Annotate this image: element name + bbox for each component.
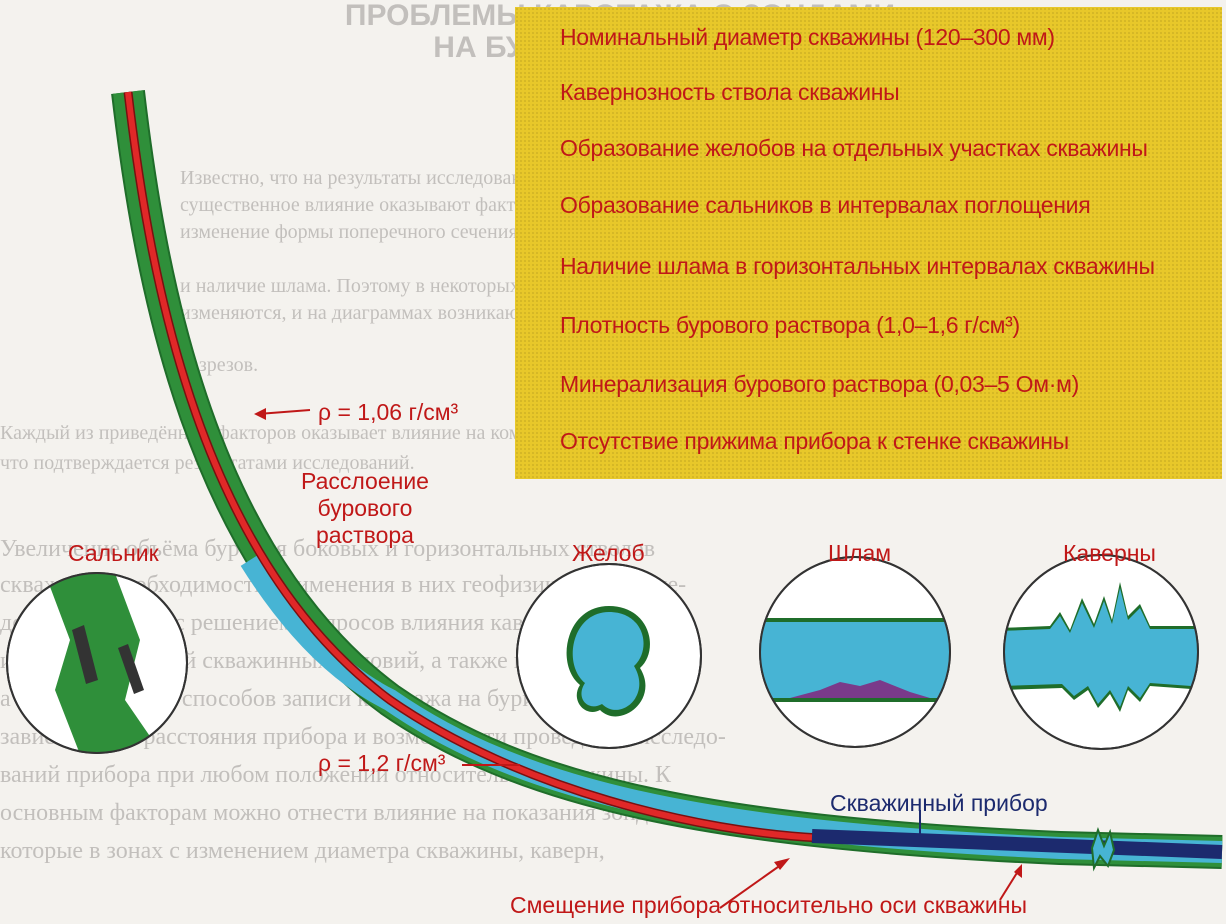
factors-panel: Номинальный диаметр скважины (120–300 мм… [515,7,1222,479]
label-rho-2: ρ = 1,2 г/см³ [318,750,446,776]
label-kaverny: Каверны [1063,540,1156,566]
label-rassloenie: Расслоение бурового раствора [300,468,430,549]
factor-item: Номинальный диаметр скважины (120–300 мм… [560,24,1055,50]
shlam-inset [759,556,951,748]
label-zhelob: Желоб [572,540,645,566]
factor-item: Отсутствие прижима прибора к стенке сква… [560,428,1069,454]
kaverny-inset [1003,554,1199,750]
bg-para3-line: которые в зонах с изменением диаметра ск… [0,838,605,864]
factor-item: Образование сальников в интервалах погло… [560,192,1091,218]
bg-para3-line: основным факторам можно отнести влияние … [0,800,678,826]
factor-item: Плотность бурового раствора (1,0–1,6 г/с… [560,312,1020,338]
label-rho-1: ρ = 1,06 г/см³ [318,399,459,425]
downhole-tool [811,829,1223,859]
label-smeshenie: Смещение прибора относительно оси скважи… [510,892,1027,918]
bg-para2-line: Каждый из приведённых факторов оказывает… [0,422,658,444]
annotation-pointers [254,408,1022,909]
factor-item: Наличие шлама в горизонтальных интервала… [560,253,1155,279]
label-rassloenie-line: бурового [317,495,413,521]
factor-item: Кавернозность ствола скважины [560,79,900,105]
label-shlam: Шлам [828,540,892,566]
label-rassloenie-line: Расслоение [301,468,429,494]
zhelob-inset [516,563,702,749]
cavern-spikes-well [1090,827,1116,872]
label-pribor: Скважинный прибор [830,790,1048,816]
factor-item: Минерализация бурового раствора (0,03–5 … [560,371,1079,397]
label-rassloenie-line: раствора [316,522,414,548]
label-salnik: Сальник [68,540,159,566]
salnik-inset [6,572,188,754]
factor-item: Образование желобов на отдельных участка… [560,135,1148,161]
bg-para3-line: Увеличение объёма бурения боковых и гори… [0,536,656,562]
